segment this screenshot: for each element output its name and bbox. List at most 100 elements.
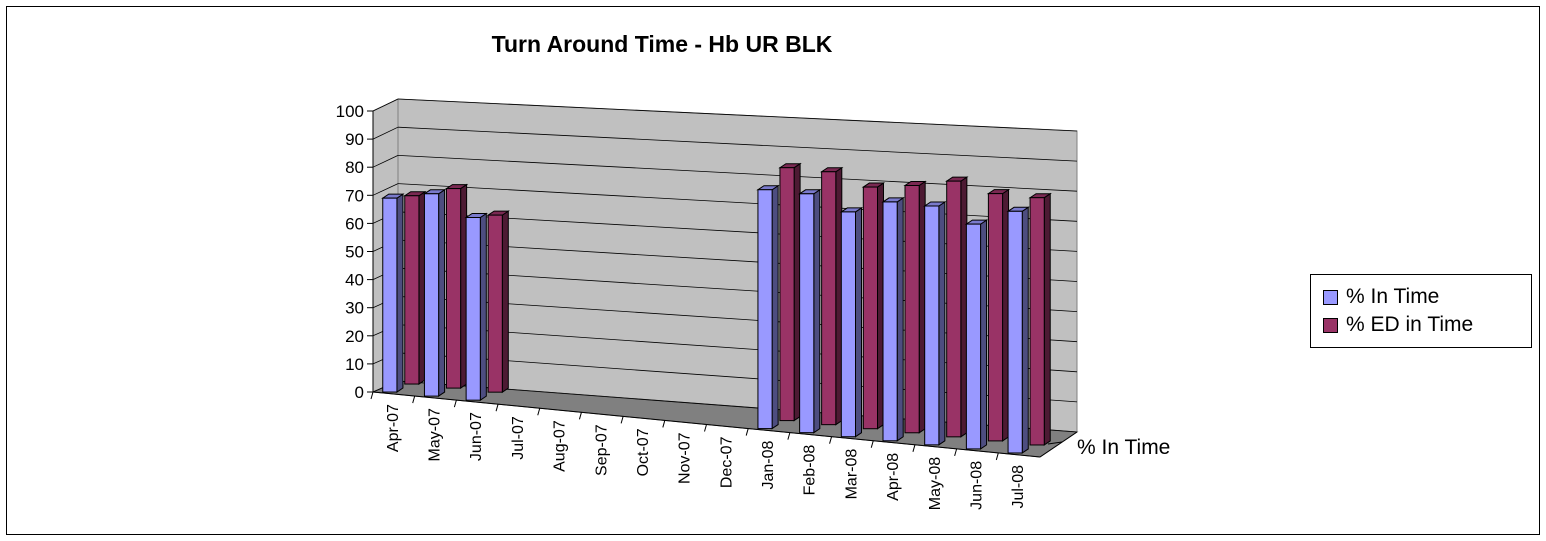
bar-front (1007, 210, 1023, 454)
bar-front (487, 214, 503, 393)
x-tick-label: Apr-08 (885, 453, 902, 501)
bar-in-time (797, 188, 822, 434)
bar-front (882, 201, 898, 442)
labels: 0 10 20 30 40 50 60 70 80 90 100 Apr-07 May-07 Jun-07… (336, 102, 1028, 510)
bar-front (445, 188, 462, 389)
x-tick-mark (578, 412, 582, 420)
bar-side (396, 193, 404, 393)
bar-front (423, 193, 440, 397)
bar-front (904, 185, 920, 434)
bar-ed-in-time (945, 176, 969, 438)
chart-title: Turn Around Time - Hb UR BLK (492, 31, 833, 57)
x-tick-mark (370, 391, 374, 400)
y-tick-label: 60 (345, 214, 364, 233)
bar-front (382, 197, 398, 393)
y-tick-label: 50 (345, 243, 364, 262)
bar-ed-in-time (778, 162, 802, 422)
y-tick-label: 10 (345, 355, 364, 374)
bar-side (771, 184, 779, 430)
bar-in-time (464, 212, 488, 402)
gridline-side (372, 98, 399, 112)
x-tick-mark (412, 395, 416, 404)
x-tick-label: Sep-07 (593, 424, 610, 476)
bar-side (1021, 206, 1029, 454)
bar-front (465, 217, 481, 401)
x-tick-mark (495, 404, 499, 412)
y-tick-label: 20 (345, 327, 364, 346)
x-tick-label: Jul-07 (510, 416, 527, 460)
x-tick-label: Jun-08 (968, 461, 985, 510)
x-tick-mark (787, 432, 791, 440)
x-tick-mark (954, 448, 958, 457)
bar-ed-in-time (986, 188, 1011, 442)
x-tick-mark (870, 440, 874, 448)
bar-ed-in-time (1028, 192, 1052, 446)
legend-item-ed-in-time: % ED in Time (1323, 311, 1531, 339)
x-tick-mark (745, 428, 749, 436)
x-tick-label: Feb-08 (802, 445, 819, 496)
bar-ed-in-time (861, 182, 886, 430)
x-tick-label: May-08 (927, 457, 944, 510)
legend: % In Time % ED in Time (1310, 274, 1532, 348)
x-tick-label: Jul-08 (1010, 465, 1027, 509)
bar-front (946, 180, 962, 438)
x-tick-mark (912, 444, 916, 452)
bar-front (821, 171, 837, 426)
y-tick-label: 30 (345, 299, 364, 318)
x-tick-mark (829, 436, 833, 444)
y-tick-label: 40 (345, 271, 364, 290)
x-tick-label: May-07 (427, 408, 444, 461)
gridline (397, 126, 1078, 162)
legend-swatch-in-time (1323, 289, 1338, 305)
bar-side (501, 210, 509, 394)
bar-front (840, 211, 856, 438)
y-tick-label: 0 (355, 383, 364, 402)
bar-front (987, 193, 1004, 442)
x-tick-label: Dec-07 (718, 436, 735, 488)
bar-side (438, 188, 446, 398)
y-tick-label: 70 (345, 186, 364, 205)
y-tick-label: 90 (345, 130, 364, 149)
bar-front (404, 195, 420, 385)
gridline-side (372, 155, 399, 168)
x-tick-mark (662, 420, 666, 428)
bar-front (862, 186, 878, 430)
y-tick-label: 100 (336, 102, 364, 121)
gridline (397, 98, 1078, 132)
legend-label-in-time: % In Time (1346, 285, 1440, 308)
bar-in-time (756, 184, 780, 430)
x-tick-label: Jan-08 (760, 440, 777, 489)
bar-ed-in-time (486, 210, 510, 394)
depth-axis-label: % In Time (1077, 436, 1170, 459)
bar-in-time (381, 193, 405, 393)
bar-ed-in-time (403, 190, 427, 385)
bar-side (1043, 192, 1051, 446)
gridline-side (372, 183, 399, 196)
x-tick-label: Apr-07 (385, 404, 402, 452)
bar-front (799, 193, 815, 434)
bar-front (965, 223, 982, 450)
bar-side (938, 201, 946, 446)
legend-label-ed-in-time: % ED in Time (1346, 313, 1474, 336)
x-tick-mark (620, 416, 624, 424)
bar-in-time (964, 219, 989, 450)
depth-tick-mark (1047, 441, 1063, 445)
legend-item-in-time: % In Time (1323, 283, 1531, 311)
bar-in-time (923, 201, 947, 446)
bar-in-time (839, 206, 864, 438)
x-tick-label: Jun-07 (468, 412, 485, 461)
axes (367, 110, 1078, 461)
x-tick-label: Mar-08 (843, 449, 860, 500)
legend-swatch-ed-in-time (1323, 317, 1338, 333)
bar-side (980, 219, 988, 450)
bar-in-time (1006, 206, 1030, 454)
gridline-side (372, 126, 399, 140)
bar-front (757, 189, 773, 430)
bar-front (1029, 197, 1045, 446)
x-tick-label: Oct-07 (635, 428, 652, 476)
bar-front (779, 167, 795, 422)
x-tick-mark (995, 452, 999, 461)
bar-side (854, 206, 862, 438)
bar-front (924, 205, 940, 446)
